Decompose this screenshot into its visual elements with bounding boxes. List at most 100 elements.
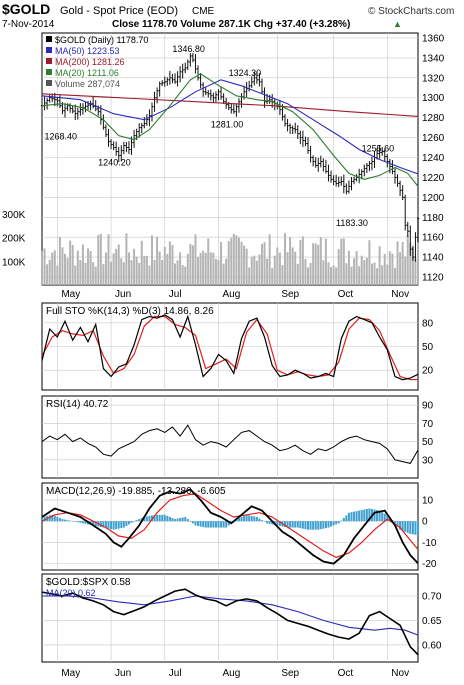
volume-bar [276,247,279,285]
macd-histogram-bar [102,521,105,528]
volume-bar [330,267,333,285]
volume-bar [186,253,189,285]
price-frame [41,32,419,286]
volume-bar [294,251,297,285]
ratio-tick-label: 0.60 [422,640,442,651]
volume-bar [138,262,141,285]
macd-histogram-bar [330,521,333,527]
price-tick-label: 1340 [422,53,445,64]
volume-bar [66,258,69,285]
price-tick-label: 1180 [422,213,444,224]
sto-tick-label: 50 [422,342,434,353]
volume-bar [258,254,261,285]
macd-histogram-bar [345,515,348,522]
macd-histogram-bar [363,509,366,522]
macd-histogram-bar [309,521,312,530]
macd-histogram-bar [186,519,189,522]
month-axis-top: May Jun Jul Aug Sep Oct Nov [61,289,409,300]
price-annotation: 1268.40 [44,132,77,142]
volume-bar [327,262,330,285]
macd-histogram-bar [399,521,402,530]
macd-histogram-bar [286,521,289,528]
volume-bar [158,251,161,285]
macd-panel: -20 -10 0 10 MACD(12,26,9) -19.885, -13.280,… [41,482,437,571]
macd-histogram-bar [243,515,246,522]
macd-histogram-bar [299,521,302,529]
volume-bar [220,241,223,285]
volume-bar [189,244,192,285]
price-annotation: 1183.30 [336,218,368,228]
macd-histogram-bar [417,521,419,536]
macd-histogram-bar [99,521,102,528]
volume-bar [312,243,315,285]
volume-bar [112,253,115,285]
macd-signal-line [41,492,419,558]
macd-histogram-bar [240,516,243,522]
volume-bar [353,258,356,285]
price-legend-label: $GOLD (Daily) 1178.70 [55,35,148,45]
volume-bar [260,243,263,285]
volume-bar [365,257,368,285]
volume-bar [153,259,156,285]
volume-bar [401,242,404,285]
volume-bar [263,242,266,285]
volume-bar [56,265,59,285]
macd-histogram-bar [250,515,253,522]
volume-bar [414,258,417,285]
stochastics-panel: 20 50 80 Full STO %K(14,3) %D(3) 14.86, 8.2… [41,302,434,391]
ratio-legend-label: $GOLD:$SPX 0.58 [46,577,131,588]
volume-tick-label: 200K [2,234,26,245]
volume-bar [150,235,153,285]
macd-histogram-bar [48,515,51,522]
volume-bar [227,241,230,285]
volume-bar [393,268,396,285]
macd-histogram-bar [133,521,136,522]
macd-histogram-bar [324,521,327,529]
macd-histogram-bar [347,512,350,522]
macd-histogram-bar [353,511,356,522]
ma20-line [41,73,419,187]
volume-bar [161,259,164,285]
macd-histogram-bar [294,521,297,528]
ma200-legend-swatch [46,58,52,64]
volume-bar [235,235,238,285]
macd-histogram-bar [84,521,87,524]
price-tick-label: 1300 [422,93,445,104]
macd-histogram-bar [43,516,46,522]
macd-legend-label: MACD(12,26,9) -19.885, -13.280, -6.605 [46,486,226,497]
price-annotation: 1281.00 [211,120,244,130]
macd-histogram-bar [266,521,269,524]
macd-histogram-bar [143,516,146,522]
month-label: Aug [222,289,240,300]
month-label: May [61,668,80,679]
volume-bar [342,238,345,285]
price-tick-label: 1240 [422,153,445,164]
volume-bar [230,237,233,285]
volume-bar [411,245,414,285]
price-tick-label: 1200 [422,193,445,204]
volume-bar [278,252,281,285]
macd-histogram-bar [258,518,261,522]
macd-histogram-bar [340,520,343,522]
volume-bar [232,233,235,285]
price-annotation: 1346.80 [172,44,205,54]
volume-bar [406,235,409,285]
volume-bar [225,258,228,285]
macd-tick-label: -10 [422,538,437,549]
volume-bar [125,233,128,285]
macd-histogram-bar [360,510,363,522]
macd-histogram-bar [171,518,174,522]
price-tick-label: 1360 [422,33,445,44]
volume-bar [217,259,220,285]
volume-bar [253,255,256,285]
macd-histogram-bar [94,521,97,526]
volume-bar [171,245,174,285]
volume-bar [76,250,79,285]
macd-histogram-bar [127,521,130,525]
macd-histogram-bar [406,521,409,533]
summary-line: Close 1178.70 Volume 287.1K Chg +37.40 (… [112,19,350,30]
macd-histogram-bar [81,521,84,524]
volume-bar [214,258,217,285]
macd-histogram-bar [278,521,281,526]
volume-bar [324,238,327,285]
